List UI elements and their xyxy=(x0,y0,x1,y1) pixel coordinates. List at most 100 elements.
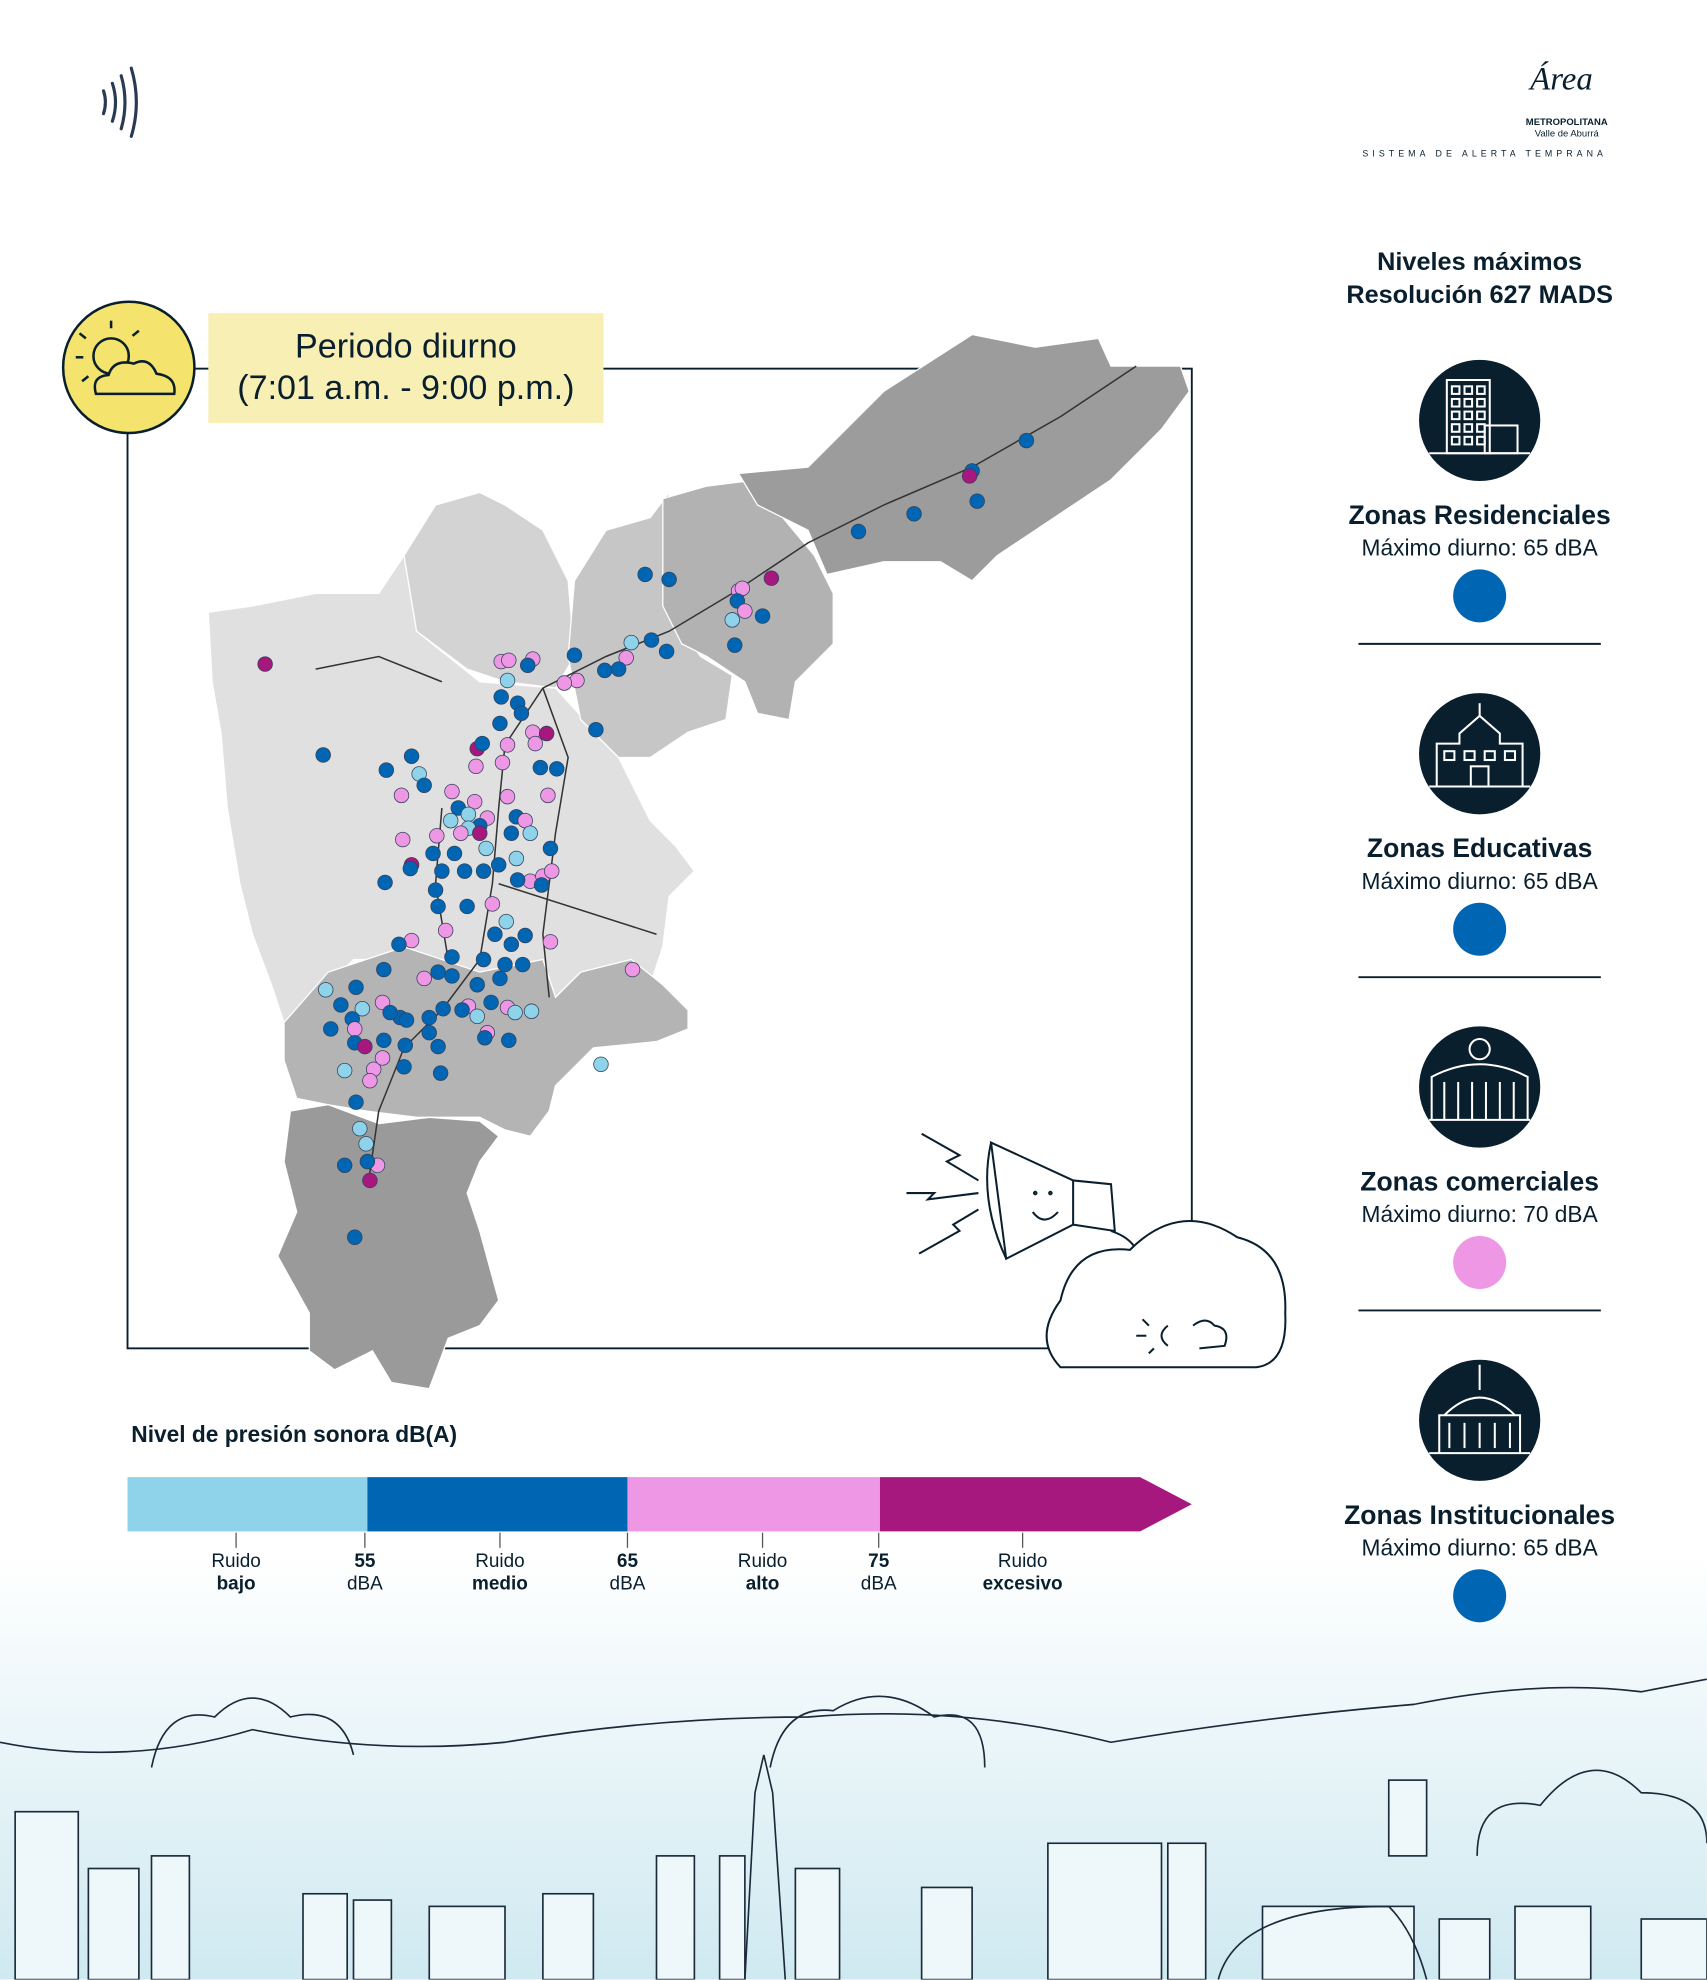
legend-title: Nivel de presión sonora dB(A) xyxy=(131,1421,458,1447)
sensor-dot xyxy=(661,571,677,588)
sensor-dot xyxy=(737,603,753,619)
sensor-dot xyxy=(497,956,513,973)
area-logo-line2: Valle de Aburrá xyxy=(1534,127,1599,139)
legend-label-line: Ruido xyxy=(211,1550,261,1572)
zone-limit-color-dot xyxy=(1453,569,1507,623)
sensor-dot xyxy=(460,806,477,823)
legend-label-bold: medio xyxy=(472,1573,528,1595)
noise-level-scale xyxy=(127,1477,1192,1548)
sensor-dot xyxy=(359,1153,376,1170)
sensor-dot xyxy=(432,1065,449,1081)
sensor-dot xyxy=(493,689,509,705)
sensor-dot xyxy=(763,570,780,586)
sensor-dot xyxy=(569,672,585,689)
page-title: Red de ruido ambiental Ciudadanos Cientí… xyxy=(203,45,1207,98)
sensor-dot xyxy=(527,735,544,752)
sensor-dot xyxy=(509,872,526,888)
sensor-dot xyxy=(637,566,653,583)
sensor-dot xyxy=(348,979,364,995)
sensor-dot xyxy=(556,675,573,691)
sensor-dot xyxy=(499,788,516,805)
sensor-dot xyxy=(487,926,503,942)
sensor-dot xyxy=(352,1120,368,1137)
sensor-dot xyxy=(658,643,675,660)
sensor-dot xyxy=(435,1001,451,1017)
sensor-dot xyxy=(540,787,556,804)
sensor-dot xyxy=(323,1021,339,1037)
zone-residential-label: Zonas Residenciales xyxy=(1348,501,1611,531)
right-panel-subtitle: Resolución 627 MADS xyxy=(1346,281,1613,310)
threshold-value: 75 xyxy=(868,1550,890,1572)
sensor-dot xyxy=(430,898,446,915)
zone-icons xyxy=(1419,359,1541,1623)
school-icon xyxy=(1419,693,1541,815)
sensor-dot xyxy=(533,877,550,893)
sensor-dot xyxy=(501,1032,517,1049)
area-logo-text: Área xyxy=(1530,60,1593,98)
sensor-dot xyxy=(336,1062,353,1079)
sensor-dot xyxy=(257,656,273,672)
threshold-65: 65 dBA xyxy=(571,1550,685,1595)
mall-icon xyxy=(1419,1026,1541,1148)
scale-segment-excessive xyxy=(879,1477,1192,1532)
sensor-dot xyxy=(382,1004,398,1021)
building-outline xyxy=(718,1855,746,1980)
dividers xyxy=(1358,642,1601,1312)
sensor-dot xyxy=(398,1012,415,1028)
building-outline xyxy=(428,1905,506,1980)
sensor-dot xyxy=(336,1157,353,1173)
sensor-dot xyxy=(523,1003,540,1019)
legend-label-line: Ruido xyxy=(737,1550,788,1572)
sensor-dot xyxy=(566,647,583,663)
building-outline xyxy=(150,1855,191,1980)
building-outline xyxy=(14,1810,80,1980)
sensor-dot xyxy=(397,1037,413,1054)
building-outline xyxy=(794,1867,841,1980)
sensor-dot xyxy=(501,652,517,668)
sensor-dot xyxy=(969,493,985,509)
sensor-dot xyxy=(430,964,446,980)
sensor-dot xyxy=(520,657,536,674)
threshold-unit: dBA xyxy=(609,1573,646,1595)
period-hours: (7:01 a.m. - 9:00 p.m.) xyxy=(237,368,575,407)
sensor-dot xyxy=(507,1004,523,1021)
sensor-dot xyxy=(377,874,393,891)
period-title: Periodo diurno xyxy=(295,326,517,365)
scale-segment-medium xyxy=(367,1477,628,1532)
sensor-dot xyxy=(494,754,511,771)
siata-logo xyxy=(1352,37,1618,162)
legend-label-line: Ruido xyxy=(997,1550,1048,1572)
sensor-dot xyxy=(1018,432,1035,449)
building-outline xyxy=(87,1867,140,1980)
sensor-dot xyxy=(348,1094,364,1110)
sensor-dot xyxy=(474,735,490,752)
government-building-icon xyxy=(1419,1359,1541,1481)
sensor-dot xyxy=(347,1229,363,1245)
sensor-dot xyxy=(378,762,395,778)
threshold-55: 55 dBA xyxy=(308,1550,422,1595)
area-logo-line1: METROPOLITANA xyxy=(1525,116,1608,128)
sensor-dot xyxy=(468,758,484,775)
sensor-dot xyxy=(421,1025,437,1041)
zone-residential-max: Máximo diurno: 65 dBA xyxy=(1361,535,1598,561)
sensor-dot xyxy=(532,759,549,776)
sensor-dot xyxy=(475,863,492,879)
region-copacabana xyxy=(567,490,733,759)
building-outline xyxy=(1261,1905,1415,1980)
sensor-dot xyxy=(403,748,420,764)
tower-outline xyxy=(744,1754,787,1980)
sensor-dot xyxy=(522,825,538,841)
sensor-dot xyxy=(429,828,445,844)
report-label: Reporte semanal xyxy=(203,118,473,158)
sensor-dot xyxy=(396,1059,412,1075)
sensor-dot xyxy=(421,1009,437,1026)
threshold-value: 55 xyxy=(354,1550,376,1572)
map-frame xyxy=(126,367,1193,1350)
sensor-dot xyxy=(724,612,740,628)
building-outline xyxy=(655,1855,696,1980)
zone-institutional-max: Máximo diurno: 65 dBA xyxy=(1361,1535,1598,1561)
building-outline xyxy=(1047,1842,1163,1980)
sensor-dot xyxy=(469,1008,485,1025)
